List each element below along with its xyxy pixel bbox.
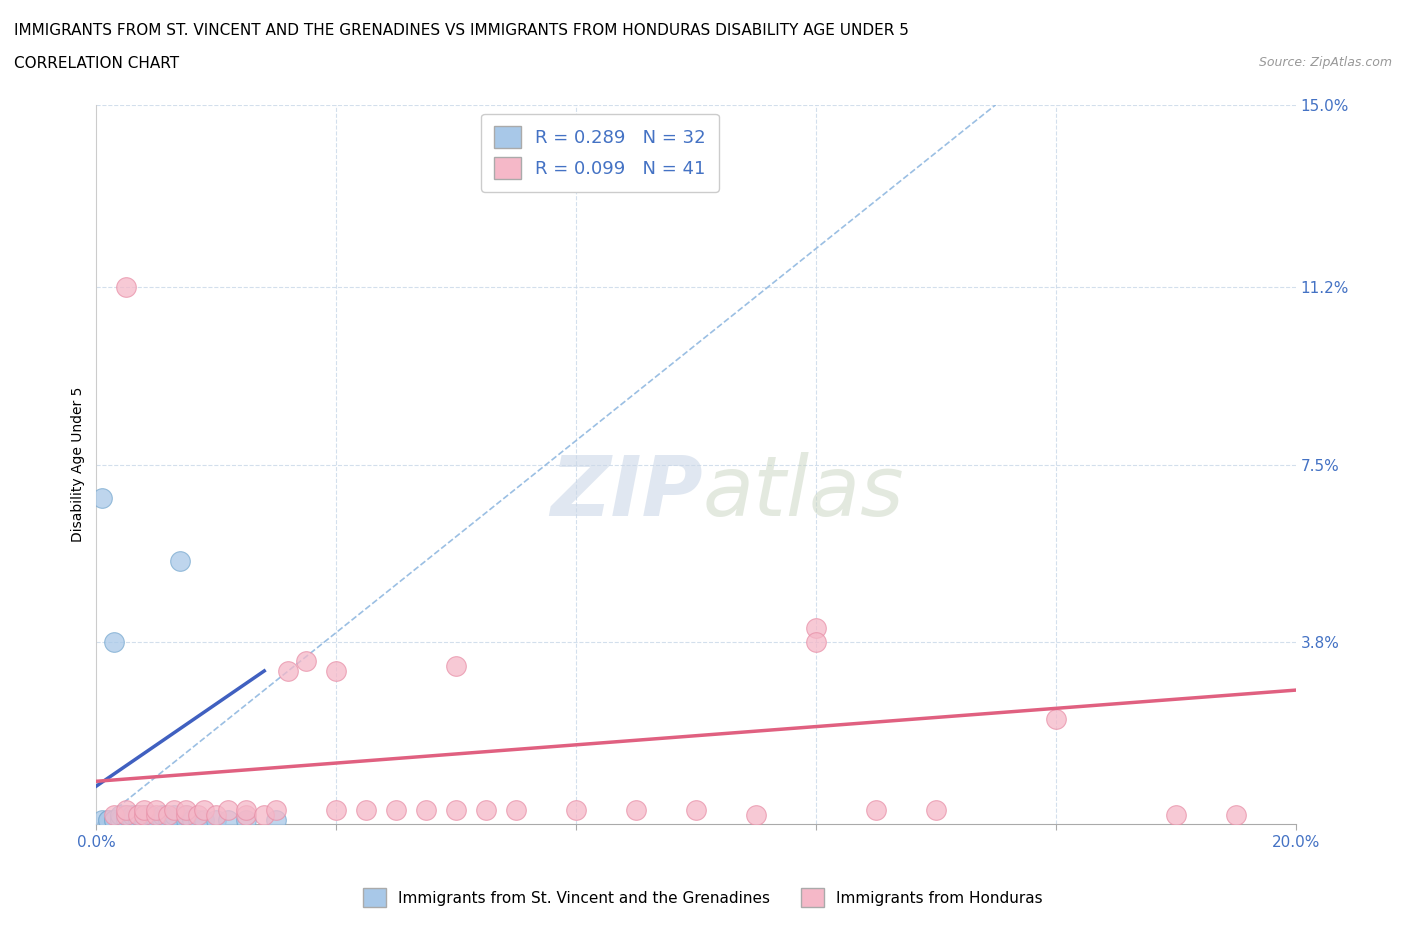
Text: CORRELATION CHART: CORRELATION CHART [14,56,179,71]
Point [157,807,180,822]
Point [145,812,167,827]
Point [193,803,215,817]
Point [565,803,588,817]
Point [235,807,257,822]
Point [134,807,156,822]
Point [475,803,498,817]
Point [157,812,180,827]
Point [804,634,827,649]
Point [1225,807,1247,822]
Point [624,803,647,817]
Point [145,807,167,822]
Point [181,812,204,827]
Point [187,807,209,822]
Point [205,807,228,822]
Point [134,803,156,817]
Point [174,812,197,827]
Point [1164,807,1187,822]
Point [217,803,239,817]
Text: ZIP: ZIP [550,452,703,534]
Point [110,812,132,827]
Point [115,280,138,295]
Point [235,812,257,827]
Point [325,803,347,817]
Point [115,807,138,822]
Point [217,812,239,827]
Point [163,803,186,817]
Point [127,812,149,827]
Point [253,807,276,822]
Point [127,807,149,822]
Point [865,803,887,817]
Point [110,807,132,822]
Point [97,812,120,827]
Point [205,812,228,827]
Point [121,807,143,822]
Point [174,803,197,817]
Point [91,491,114,506]
Point [264,803,287,817]
Point [115,812,138,827]
Point [295,654,318,669]
Point [163,807,186,822]
Point [745,807,768,822]
Point [150,807,173,822]
Point [385,803,408,817]
Point [103,812,125,827]
Point [264,812,287,827]
Point [115,807,138,822]
Point [505,803,527,817]
Point [1045,711,1067,726]
Point [127,807,149,822]
Point [325,663,347,678]
Point [187,812,209,827]
Point [925,803,948,817]
Point [115,803,138,817]
Text: Source: ZipAtlas.com: Source: ZipAtlas.com [1258,56,1392,69]
Point [169,553,191,568]
Point [97,812,120,827]
Point [103,634,125,649]
Point [415,803,437,817]
Point [174,807,197,822]
Legend: Immigrants from St. Vincent and the Grenadines, Immigrants from Honduras: Immigrants from St. Vincent and the Gren… [357,883,1049,913]
Point [685,803,707,817]
Y-axis label: Disability Age Under 5: Disability Age Under 5 [72,387,86,542]
Text: IMMIGRANTS FROM ST. VINCENT AND THE GRENADINES VS IMMIGRANTS FROM HONDURAS DISAB: IMMIGRANTS FROM ST. VINCENT AND THE GREN… [14,23,908,38]
Point [145,803,167,817]
Point [354,803,377,817]
Point [804,620,827,635]
Point [134,812,156,827]
Point [139,812,162,827]
Point [134,807,156,822]
Point [150,812,173,827]
Point [277,663,299,678]
Point [91,812,114,827]
Legend: R = 0.289   N = 32, R = 0.099   N = 41: R = 0.289 N = 32, R = 0.099 N = 41 [481,113,718,193]
Point [444,658,467,673]
Point [444,803,467,817]
Point [139,807,162,822]
Point [193,812,215,827]
Point [163,812,186,827]
Point [103,807,125,822]
Point [121,812,143,827]
Point [103,812,125,827]
Point [174,807,197,822]
Text: atlas: atlas [703,452,904,534]
Point [235,803,257,817]
